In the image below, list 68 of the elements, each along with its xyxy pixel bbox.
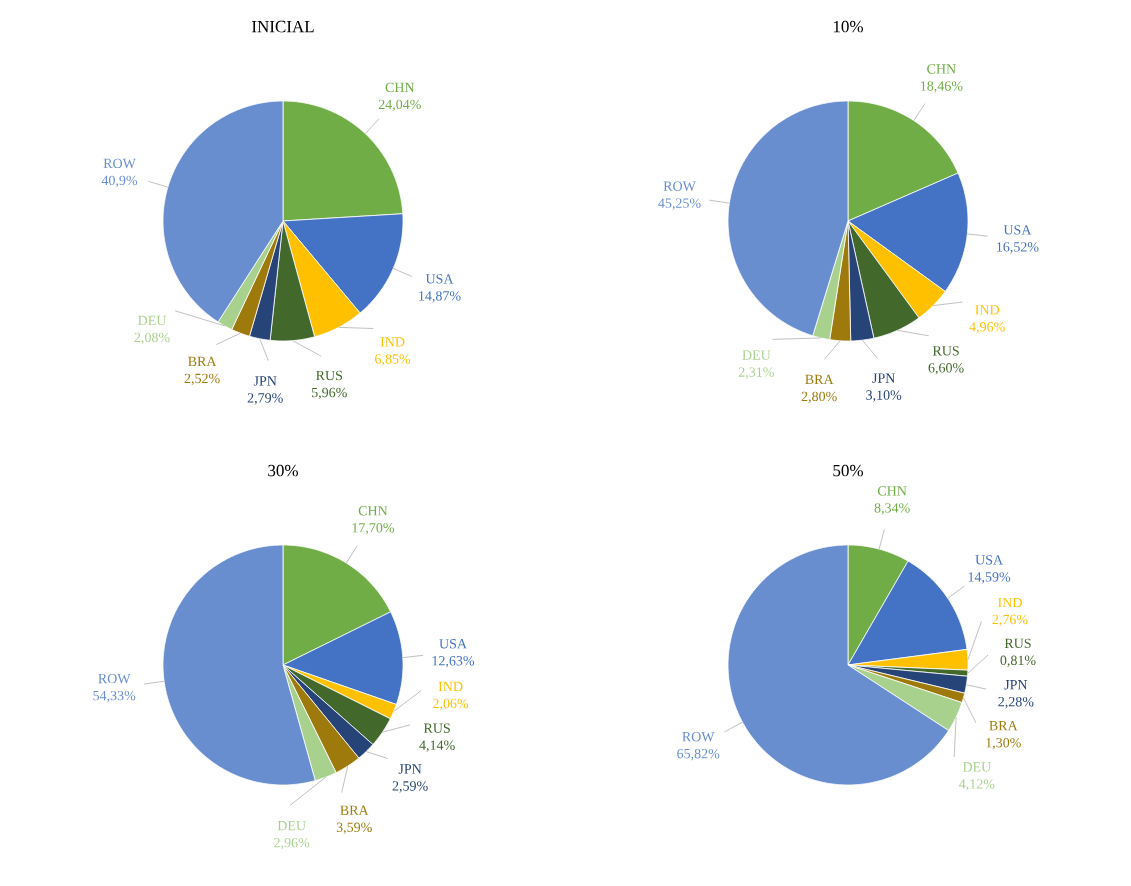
slice-label: DEU	[962, 762, 991, 772]
slice-label: JPN	[253, 376, 277, 386]
data-label: 2,80%	[801, 391, 837, 404]
data-label: 18,46%	[921, 81, 963, 93]
data-label: 2,08%	[134, 332, 170, 345]
data-label: 6,60%	[928, 363, 964, 375]
slice-label: RUS	[316, 370, 343, 381]
data-label: 2,96%	[274, 837, 310, 850]
chart-title: 50%	[833, 464, 864, 477]
slice-label: DEU	[742, 350, 771, 360]
slice-label: JPN	[872, 373, 896, 383]
slice-label: BRA	[188, 356, 217, 367]
slice-label: CHN	[385, 82, 415, 93]
data-label: 6,85%	[375, 354, 411, 366]
data-label: 2,52%	[184, 373, 220, 386]
data-label: 5,96%	[312, 387, 347, 400]
slice-label: RUS	[423, 723, 450, 733]
data-label: 2,79%	[247, 393, 283, 405]
slice-label: IND	[438, 681, 463, 692]
slice-label: JPN	[398, 764, 422, 774]
slice-label: RUS	[1004, 638, 1031, 649]
data-label: 24,04%	[378, 99, 421, 112]
data-label: 4,14%	[419, 740, 455, 752]
data-label: 8,34%	[874, 503, 910, 515]
data-label: 40,9%	[101, 175, 138, 188]
data-label: 45,25%	[658, 198, 701, 210]
data-label: 0,81%	[1000, 655, 1036, 668]
slice-label: USA	[975, 555, 1003, 565]
slice-label: BRA	[340, 805, 369, 815]
data-label: 2,76%	[992, 614, 1028, 627]
chart-title: INICIAL	[251, 20, 314, 33]
slice-label: IND	[998, 597, 1022, 608]
slice-label: DEU	[277, 821, 306, 831]
slice-label: ROW	[98, 673, 131, 684]
slice-label: JPN	[1004, 680, 1028, 690]
slice-label: CHN	[927, 64, 956, 74]
slice-label: USA	[425, 274, 454, 284]
data-label: 4,12%	[959, 779, 995, 791]
slice-label: IND	[380, 337, 405, 347]
data-label: 54,33%	[93, 690, 136, 703]
data-label: 12,63%	[432, 656, 475, 668]
data-label: 17,70%	[352, 523, 395, 535]
slice-label: DEU	[138, 315, 167, 326]
slice-label: IND	[975, 305, 1000, 315]
slice-label: RUS	[932, 346, 959, 356]
chart-title: 30%	[268, 464, 299, 477]
data-label: 4,96%	[969, 322, 1005, 334]
data-label: 2,31%	[738, 367, 774, 379]
data-label: 65,82%	[677, 748, 720, 761]
slice-label: ROW	[103, 158, 136, 169]
slice-label: CHN	[358, 506, 388, 516]
chart-title: 10%	[833, 20, 864, 33]
data-label: 2,59%	[392, 781, 428, 793]
data-label: 2,06%	[433, 698, 469, 711]
slice-label: USA	[1003, 225, 1032, 235]
data-label: 3,10%	[866, 390, 902, 402]
slice-label: CHN	[877, 486, 907, 496]
data-label: 14,59%	[968, 572, 1011, 584]
data-label: 14,87%	[419, 291, 461, 303]
slice-label: BRA	[989, 720, 1018, 731]
data-label: 3,59%	[336, 822, 372, 834]
slice-label: USA	[439, 639, 467, 649]
slice-label: ROW	[663, 181, 696, 191]
data-label: 16,52%	[997, 242, 1039, 254]
data-label: 2,28%	[998, 696, 1034, 709]
data-label: 1,30%	[986, 737, 1021, 750]
slice-label: ROW	[682, 731, 715, 742]
slice-label: BRA	[805, 374, 834, 385]
